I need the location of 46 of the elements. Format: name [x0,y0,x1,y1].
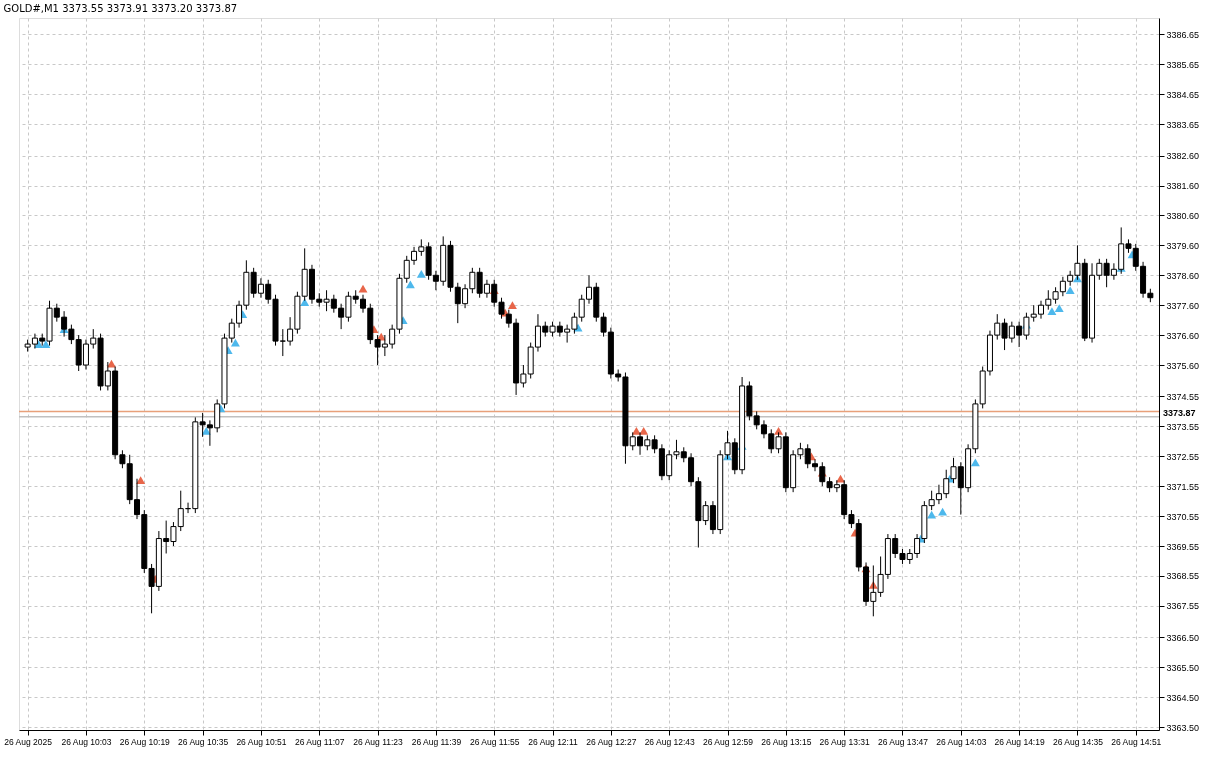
x-tick-label: 26 Aug 10:03 [61,736,112,747]
ref-line-label: 3373.87 [1163,407,1196,418]
y-tick-label: 3382.60 [1166,151,1200,162]
x-tick-label: 26 Aug 11:23 [353,736,404,747]
x-tick-label: 26 Aug 11:07 [295,736,345,747]
y-tick-label: 3368.55 [1166,571,1200,582]
y-tick-label: 3367.55 [1166,601,1200,612]
y-tick-label: 3372.55 [1166,451,1200,462]
x-tick-label: 26 Aug 12:27 [586,736,637,747]
y-tick-label: 3384.65 [1166,89,1200,100]
y-tick-label: 3364.50 [1166,692,1200,703]
y-tick-label: 3377.60 [1166,300,1200,311]
y-tick-label: 3369.55 [1166,541,1200,552]
y-tick-label: 3386.65 [1166,29,1200,40]
y-tick-label: 3366.50 [1166,632,1200,643]
y-tick-label: 3371.55 [1166,481,1200,492]
x-tick-label: 26 Aug 12:59 [702,736,754,747]
x-tick-label: 26 Aug 10:51 [236,736,287,747]
x-tick-label: 26 Aug 14:51 [1111,736,1162,747]
x-tick-label: 26 Aug 2025 [4,736,53,747]
x-tick-label: 26 Aug 12:11 [528,736,579,747]
x-tick-label: 26 Aug 14:19 [994,736,1045,747]
y-tick-label: 3373.55 [1166,421,1200,432]
y-tick-label: 3376.60 [1166,330,1200,341]
x-tick-label: 26 Aug 14:03 [936,736,987,747]
x-tick-label: 26 Aug 10:19 [119,736,171,747]
y-tick-label: 3370.55 [1166,511,1200,522]
x-tick-label: 26 Aug 13:47 [877,736,929,747]
chart-title: GOLD#,M1 3373.55 3373.91 3373.20 3373.87 [3,3,238,14]
y-tick-label: 3381.60 [1166,181,1200,192]
x-tick-label: 26 Aug 10:35 [178,736,229,747]
x-tick-label: 26 Aug 13:15 [761,736,812,747]
y-tick-label: 3380.60 [1166,210,1200,221]
x-tick-label: 26 Aug 14:35 [1052,736,1104,747]
y-tick-label: 3365.50 [1166,662,1200,673]
y-tick-label: 3375.60 [1166,360,1200,371]
y-tick-label: 3374.55 [1166,391,1200,402]
x-tick-label: 26 Aug 12:43 [644,736,696,747]
y-tick-label: 3383.65 [1166,119,1200,130]
x-tick-label: 26 Aug 11:39 [411,736,462,747]
y-tick-label: 3363.50 [1166,722,1200,733]
y-tick-label: 3379.60 [1166,240,1200,251]
x-tick-label: 26 Aug 11:55 [469,736,520,747]
x-tick-label: 26 Aug 13:31 [819,736,870,747]
y-tick-label: 3385.65 [1166,59,1200,70]
y-tick-label: 3378.60 [1166,270,1200,281]
